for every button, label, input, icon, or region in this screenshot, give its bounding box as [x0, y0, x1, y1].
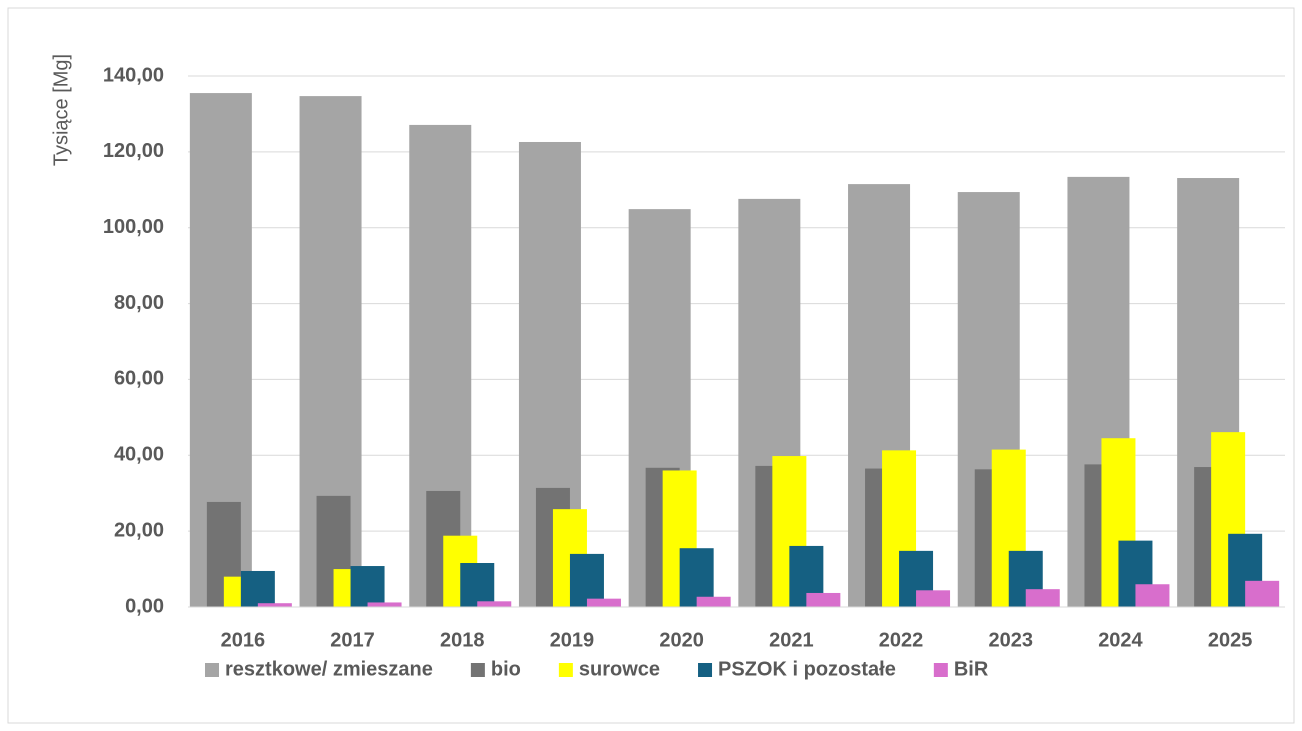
- bar: [477, 601, 512, 607]
- bar: [460, 563, 495, 607]
- bar: [367, 602, 402, 607]
- y-tick-label: 120,00: [103, 140, 164, 162]
- y-tick-label: 80,00: [114, 292, 164, 314]
- y-tick-label: 20,00: [114, 519, 164, 541]
- x-tick-label: 2024: [1098, 629, 1143, 651]
- x-tick-label: 2017: [330, 629, 375, 651]
- bar: [257, 603, 292, 607]
- bar: [350, 566, 385, 607]
- bar: [1135, 584, 1170, 607]
- x-tick-label: 2020: [659, 629, 704, 651]
- x-tick-label: 2019: [550, 629, 595, 651]
- bar: [586, 598, 621, 607]
- y-tick-label: 60,00: [114, 368, 164, 390]
- bar: [1025, 589, 1060, 607]
- legend-label: PSZOK i pozostałe: [718, 658, 896, 680]
- legend-swatch: [558, 663, 573, 677]
- legend-swatch: [698, 663, 713, 677]
- y-tick-label: 0,00: [125, 595, 164, 617]
- bar: [916, 590, 951, 607]
- bar: [806, 592, 841, 607]
- bar: [696, 596, 731, 607]
- x-tick-label: 2021: [769, 629, 814, 651]
- legend-swatch: [205, 663, 219, 677]
- y-axis-label: Tysiące [Mg]: [50, 54, 72, 166]
- x-tick-label: 2018: [440, 629, 485, 651]
- legend-label: bio: [491, 658, 521, 680]
- y-tick-label: 100,00: [103, 216, 164, 238]
- x-tick-label: 2016: [221, 629, 266, 651]
- x-tick-label: 2023: [989, 629, 1034, 651]
- legend-label: BiR: [954, 658, 989, 680]
- legend-swatch: [933, 663, 948, 677]
- y-tick-label: 40,00: [114, 444, 164, 466]
- legend-label: resztkowe/ zmieszane: [225, 658, 433, 680]
- legend-swatch: [470, 663, 485, 677]
- y-tick-label: 140,00: [103, 64, 164, 86]
- x-tick-label: 2022: [879, 629, 924, 651]
- bar: [1245, 580, 1280, 607]
- bar: [240, 570, 275, 607]
- legend-label: surowce: [579, 658, 660, 680]
- bar: [569, 553, 604, 607]
- x-tick-label: 2025: [1208, 629, 1253, 651]
